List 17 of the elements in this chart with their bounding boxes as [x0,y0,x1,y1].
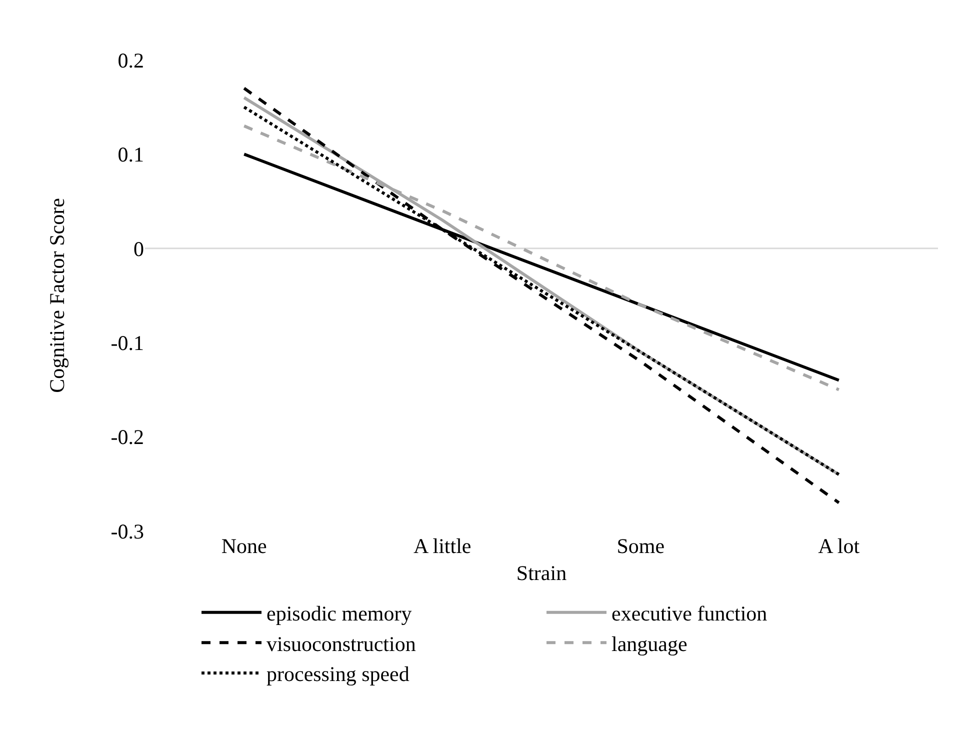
legend-label: visuoconstruction [266,632,416,656]
x-tick-label: A little [414,534,472,558]
legend-label: processing speed [266,662,410,686]
y-tick-label: 0.2 [118,48,144,72]
y-axis-title: Cognitive Factor Score [44,198,69,393]
legend-label: episodic memory [266,602,412,626]
x-tick-label: None [221,534,267,558]
x-tick-label: A lot [818,534,860,558]
legend-label: executive function [612,602,768,626]
y-tick-label: 0 [134,236,144,261]
legend-label: language [612,632,688,656]
y-tick-label: -0.3 [110,519,144,544]
y-tick-label: -0.2 [110,425,144,450]
x-axis-title: Strain [516,561,568,586]
y-tick-label: 0.1 [118,142,144,167]
x-tick-label: Some [616,534,665,558]
y-tick-label: -0.1 [110,330,144,355]
